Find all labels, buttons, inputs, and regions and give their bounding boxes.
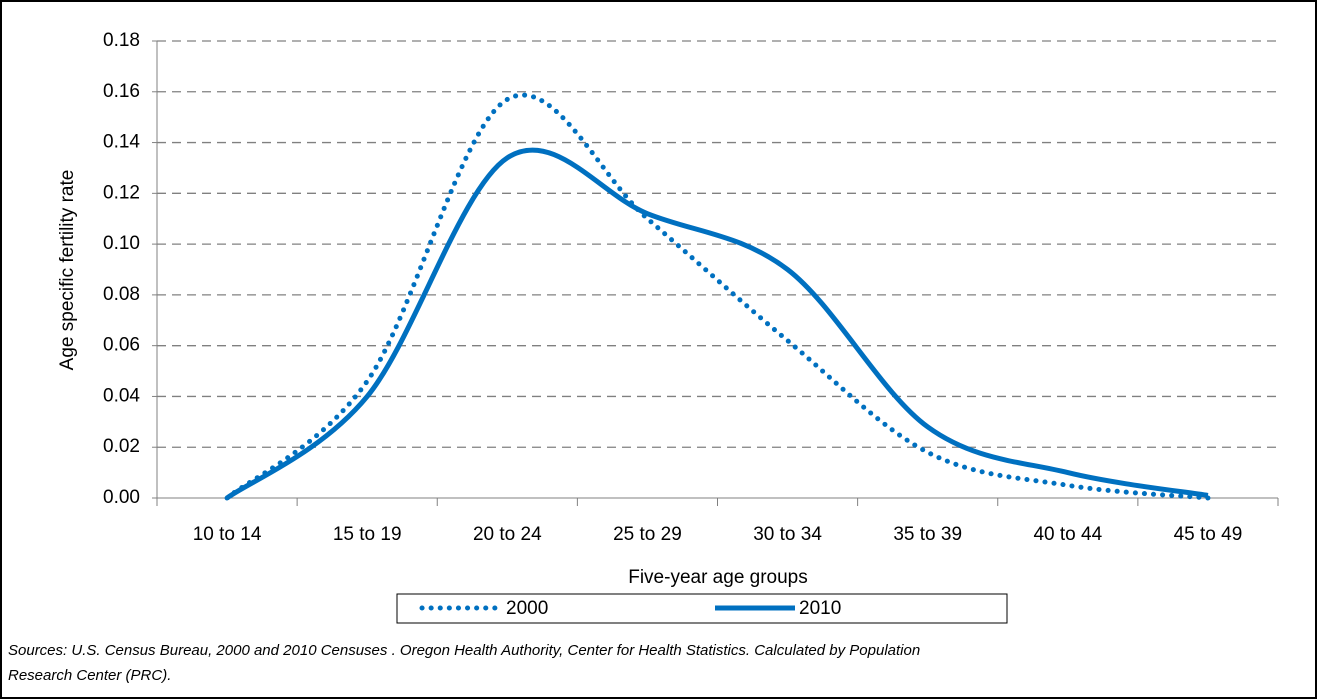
x-tick-label: 10 to 14	[193, 524, 262, 545]
source-note: Sources: U.S. Census Bureau, 2000 and 20…	[8, 642, 920, 659]
x-tick-label: 30 to 34	[753, 524, 822, 545]
x-tick-label: 35 to 39	[893, 524, 962, 545]
y-tick-label: 0.14	[103, 132, 140, 153]
x-tick-label: 15 to 19	[333, 524, 402, 545]
y-tick-label: 0.16	[103, 81, 140, 102]
source-note: Research Center (PRC).	[8, 667, 171, 684]
y-tick-label: 0.06	[103, 335, 140, 356]
y-axis-title: Age specific fertility rate	[57, 170, 78, 371]
y-tick-label: 0.12	[103, 182, 140, 203]
y-tick-label: 0.04	[103, 385, 140, 406]
y-tick-label: 0.10	[103, 233, 140, 254]
x-axis-title: Five-year age groups	[628, 567, 808, 588]
legend-label: 2000	[506, 598, 548, 619]
y-tick-label: 0.08	[103, 284, 140, 305]
y-tick-label: 0.00	[103, 487, 140, 508]
x-tick-label: 45 to 49	[1174, 524, 1243, 545]
legend-label: 2010	[799, 598, 841, 619]
x-tick-label: 25 to 29	[613, 524, 682, 545]
y-tick-label: 0.18	[103, 30, 140, 51]
line-series	[224, 92, 1211, 501]
y-tick-label: 0.02	[103, 436, 140, 457]
x-tick-label: 20 to 24	[473, 524, 542, 545]
x-tick-label: 40 to 44	[1033, 524, 1102, 545]
line-series	[225, 147, 1209, 501]
legend-box	[396, 593, 1008, 624]
